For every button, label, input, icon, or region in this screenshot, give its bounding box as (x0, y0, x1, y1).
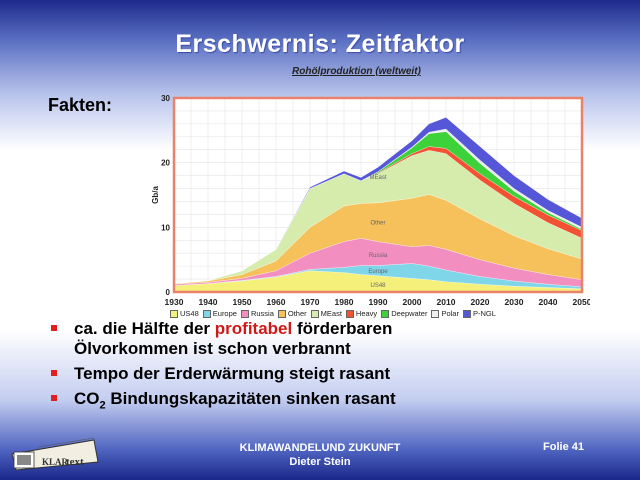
subscript: 2 (99, 399, 106, 412)
slide-title: Erschwernis: Zeitfaktor (175, 30, 465, 58)
x-tick-label: 2030 (505, 297, 524, 307)
klartext-logo: KLAR text (11, 437, 99, 471)
footer-title: KLIMAWANDELUND ZUKUNFT (239, 442, 401, 454)
area-label: Europe (368, 269, 388, 275)
y-tick-label: 0 (166, 288, 171, 297)
bullet-marker (51, 370, 57, 376)
legend-swatch (462, 309, 471, 318)
x-tick-label: 1980 (335, 297, 354, 307)
bullet-text: CO (74, 389, 100, 408)
legend-item: Russia (240, 309, 274, 318)
chart-title: Rohölproduktion (weltweit) (292, 66, 421, 77)
area-label: MEast (369, 175, 386, 181)
bullet-text-line2: Ölvorkommen ist schon verbrannt (74, 339, 351, 358)
bullet-text: Tempo der Erderwärmung steigt rasant (74, 364, 391, 383)
legend-item: Polar (431, 309, 459, 318)
bullet-item-2: Tempo der Erderwärmung steigt rasant (48, 364, 608, 384)
x-tick-label: 1970 (301, 297, 320, 307)
legend-item: Heavy (345, 309, 378, 318)
legend-item: P-NGL (462, 309, 496, 318)
y-tick-label: 20 (161, 159, 170, 168)
y-axis-label: Gb/a (151, 186, 160, 204)
x-tick-label: 1950 (233, 297, 252, 307)
highlight-word: profitabel (214, 319, 293, 338)
bullet-text: Bindungskapazitäten sinken rasant (105, 389, 396, 408)
legend-label: Other (287, 309, 307, 318)
legend-item: MEast (310, 309, 342, 318)
chart-border (172, 96, 584, 294)
legend-label: US48 (180, 309, 199, 318)
chart: 0 10 20 30 1930 1940 1950 1960 1970 1980 1990 2000 2… (150, 92, 590, 310)
bullet-marker (51, 325, 57, 331)
y-tick-label: 30 (161, 94, 170, 103)
bullet-item-3: CO2 Bindungskapazitäten sinken rasant (48, 389, 608, 415)
x-tick-label: 2040 (539, 297, 558, 307)
logo-text-b: text (66, 456, 84, 468)
legend-swatch (277, 309, 286, 318)
legend-swatch (240, 309, 249, 318)
bullet-marker (51, 395, 57, 401)
x-tick-label: 1960 (267, 297, 286, 307)
x-tick-label: 1990 (369, 297, 388, 307)
legend-label: MEast (320, 309, 342, 318)
legend-item: Deepwater (381, 309, 427, 318)
legend-label: Deepwater (391, 309, 428, 318)
legend-swatch (170, 309, 178, 318)
legend-label: Polar (441, 309, 459, 318)
legend-label: Heavy (355, 309, 378, 318)
x-tick-label: 2020 (471, 297, 490, 307)
legend-swatch (345, 309, 354, 318)
x-tick-label: 2010 (437, 297, 456, 307)
legend-label: Russia (250, 309, 274, 318)
y-tick-label: 10 (161, 223, 170, 232)
legend-item: Other (277, 309, 307, 318)
footer-author: Dieter Stein (289, 456, 351, 468)
x-tick-label: 2000 (403, 297, 422, 307)
x-tick-label: 2050 (573, 297, 590, 307)
x-tick-label: 1940 (199, 297, 218, 307)
area-label: Russia (369, 253, 388, 259)
chart-legend: US48 Europe Russia Other MEast Heavy Deepwater… (170, 308, 496, 319)
logo-text-a: KLAR (42, 457, 69, 467)
legend-swatch (431, 309, 440, 318)
bullet-item-1: ca. die Hälfte der profitabel förderbare… (48, 319, 608, 359)
legend-label: P-NGL (472, 309, 496, 318)
x-tick-label: 1930 (165, 297, 184, 307)
bullet-text: förderbaren (292, 319, 393, 338)
legend-swatch (202, 309, 211, 318)
legend-label: Europe (212, 309, 237, 318)
bullet-list: ca. die Hälfte der profitabel förderbare… (48, 319, 608, 420)
area-label: US48 (370, 283, 386, 289)
slide-number: Folie 41 (543, 441, 584, 453)
legend-swatch (310, 309, 319, 318)
footer: KLIMAWANDELUND ZUKUNFT Dieter Stein (0, 441, 640, 469)
area-label: Other (370, 220, 385, 226)
bullet-text: ca. die Hälfte der (74, 319, 215, 338)
legend-item: US48 (170, 309, 199, 318)
facts-label: Fakten: (48, 95, 113, 115)
legend-item: Europe (202, 309, 237, 318)
legend-swatch (381, 309, 390, 318)
